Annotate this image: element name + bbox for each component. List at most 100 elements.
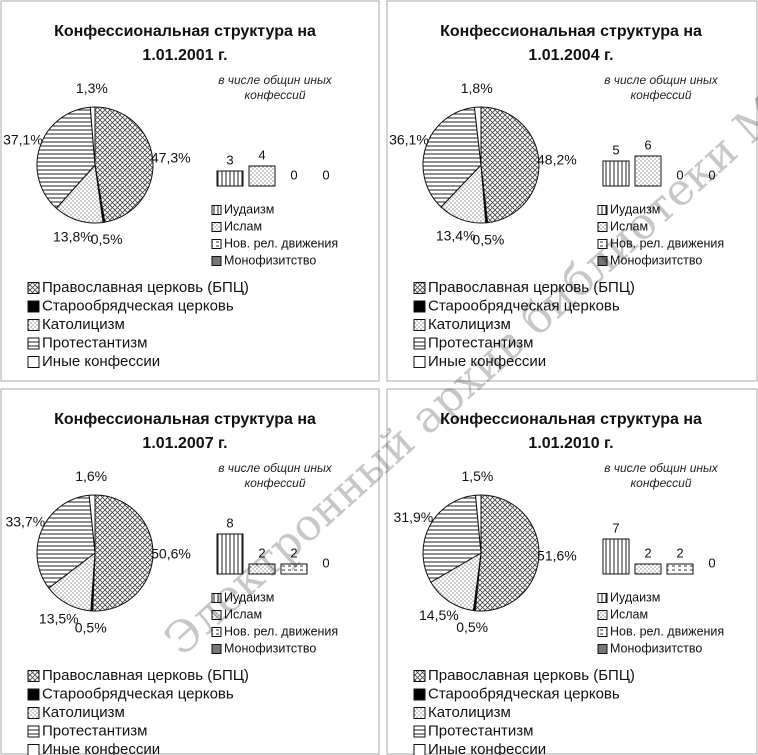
legend-label: Иудаизм bbox=[224, 590, 274, 604]
pie-slice bbox=[473, 106, 482, 166]
bar bbox=[248, 563, 276, 575]
data-label: 1,8% bbox=[461, 80, 493, 96]
chart-subtitle: в числе общин иных конфессий bbox=[218, 73, 332, 102]
data-label: 13,8% bbox=[53, 228, 93, 244]
legend-swatch bbox=[211, 610, 222, 620]
data-label: 6 bbox=[644, 137, 651, 152]
legend-swatch bbox=[27, 707, 40, 719]
legend-label: Монофизитство bbox=[224, 253, 316, 267]
pie-slice bbox=[474, 494, 482, 554]
pie-slice bbox=[94, 106, 154, 223]
data-label: 0,5% bbox=[456, 619, 488, 635]
legend-label: Старообрядческая церковь bbox=[42, 685, 234, 702]
bar bbox=[602, 538, 630, 575]
legend-label: Старообрядческая церковь bbox=[42, 297, 234, 314]
legend-swatch bbox=[413, 300, 426, 313]
data-label: 0 bbox=[708, 167, 715, 182]
bar bbox=[602, 160, 630, 187]
legend-label: Иудаизм bbox=[610, 202, 660, 216]
data-label: 5 bbox=[612, 142, 619, 157]
legend-swatch bbox=[27, 744, 40, 755]
data-label: 1,3% bbox=[76, 80, 108, 96]
data-label: 13,5% bbox=[39, 611, 79, 627]
legend-label: Католицизм bbox=[428, 704, 511, 721]
legend-swatch bbox=[413, 744, 426, 755]
legend-swatch bbox=[413, 707, 426, 719]
legend-swatch bbox=[413, 319, 426, 331]
legend-label: Православная церковь (БПЦ) bbox=[428, 667, 635, 684]
data-label: 14,5% bbox=[419, 607, 459, 623]
legend-swatch bbox=[211, 256, 222, 266]
legend-swatch bbox=[597, 239, 608, 249]
legend-label: Старообрядческая церковь bbox=[428, 297, 620, 314]
legend-label: Иудаизм bbox=[610, 590, 660, 604]
panel-border bbox=[386, 388, 758, 755]
chart-title: Конфессиональная структура на 1.01.2010 … bbox=[440, 411, 702, 452]
bar bbox=[216, 170, 244, 187]
data-label: 33,7% bbox=[5, 513, 45, 529]
data-label: 47,3% bbox=[151, 149, 191, 165]
legend-label: Иудаизм bbox=[224, 202, 274, 216]
bar bbox=[634, 155, 662, 187]
legend-label: Нов. рел. движения bbox=[224, 236, 338, 250]
legend-label: Нов. рел. движения bbox=[610, 624, 724, 638]
legend-swatch bbox=[27, 337, 40, 350]
legend-swatch bbox=[597, 593, 608, 603]
data-label: 36,1% bbox=[389, 132, 429, 148]
legend-swatch bbox=[413, 688, 426, 701]
data-label: 2 bbox=[644, 545, 651, 560]
bar bbox=[280, 563, 308, 575]
data-label: 1,5% bbox=[461, 468, 493, 484]
legend-swatch bbox=[597, 205, 608, 215]
legend-swatch bbox=[27, 356, 40, 368]
legend-swatch bbox=[211, 593, 222, 603]
data-label: 37,1% bbox=[3, 132, 43, 148]
legend-swatch bbox=[211, 222, 222, 232]
data-label: 2 bbox=[290, 545, 297, 560]
pie-slice bbox=[422, 106, 482, 208]
legend-swatch bbox=[413, 282, 426, 294]
data-label: 0 bbox=[322, 167, 329, 182]
legend-label: Монофизитство bbox=[224, 641, 316, 655]
legend-swatch bbox=[597, 222, 608, 232]
legend-label: Протестантизм bbox=[428, 334, 533, 351]
data-label: 0,5% bbox=[91, 231, 123, 247]
panel-border bbox=[0, 0, 380, 382]
data-label: 2 bbox=[258, 545, 265, 560]
chart-title: Конфессиональная структура на 1.01.2004 … bbox=[440, 23, 702, 64]
pie-slice bbox=[480, 106, 540, 224]
legend-label: Протестантизм bbox=[42, 334, 147, 351]
chart-subtitle: в числе общин иных конфессий bbox=[218, 461, 332, 490]
chart-subtitle: в числе общин иных конфессий bbox=[604, 461, 718, 490]
legend-label: Монофизитство bbox=[610, 253, 702, 267]
data-label: 3 bbox=[226, 152, 233, 167]
legend-label: Старообрядческая церковь bbox=[428, 685, 620, 702]
legend-swatch bbox=[27, 319, 40, 331]
legend-label: Католицизм bbox=[42, 316, 125, 333]
legend-swatch bbox=[597, 627, 608, 637]
legend-swatch bbox=[413, 670, 426, 682]
chart-subtitle: в числе общин иных конфессий bbox=[604, 73, 718, 102]
panel-border bbox=[386, 0, 758, 382]
pie-slice bbox=[89, 106, 96, 166]
bar bbox=[666, 563, 694, 575]
legend-swatch bbox=[27, 725, 40, 738]
data-label: 8 bbox=[226, 515, 233, 530]
chart-title: Конфессиональная структура на 1.01.2007 … bbox=[54, 411, 316, 452]
pie-slice bbox=[36, 494, 96, 589]
legend-label: Иные конфессии bbox=[428, 353, 546, 370]
data-label: 31,9% bbox=[394, 509, 434, 525]
pie-slice bbox=[474, 494, 540, 612]
legend-label: Иные конфессии bbox=[42, 353, 160, 370]
legend-swatch bbox=[597, 610, 608, 620]
pie-slice bbox=[36, 106, 96, 209]
data-label: 1,6% bbox=[75, 468, 107, 484]
legend-swatch bbox=[211, 627, 222, 637]
data-label: 2 bbox=[676, 545, 683, 560]
legend-swatch bbox=[597, 644, 608, 654]
legend-swatch bbox=[27, 300, 40, 313]
legend-swatch bbox=[413, 725, 426, 738]
data-label: 50,6% bbox=[151, 545, 191, 561]
